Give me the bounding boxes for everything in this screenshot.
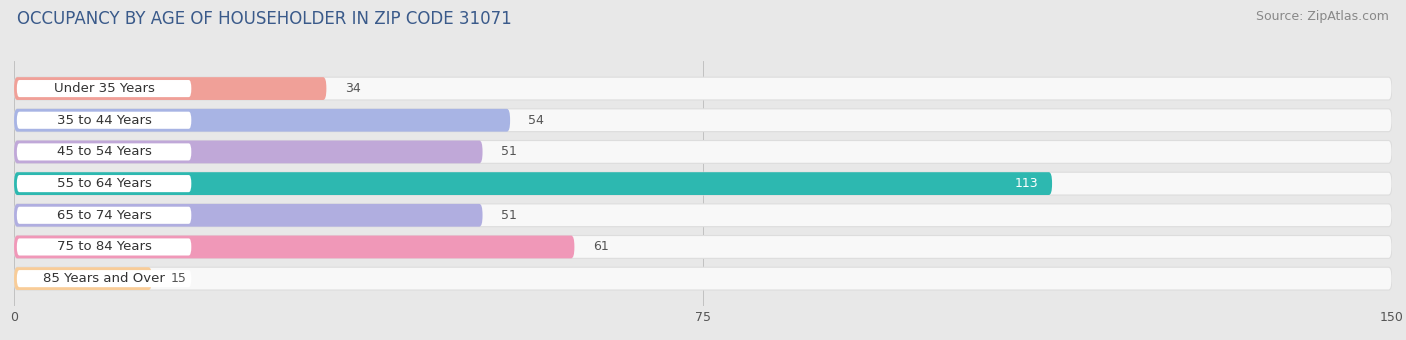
Text: 61: 61 bbox=[593, 240, 609, 253]
FancyBboxPatch shape bbox=[14, 77, 326, 100]
Text: OCCUPANCY BY AGE OF HOUSEHOLDER IN ZIP CODE 31071: OCCUPANCY BY AGE OF HOUSEHOLDER IN ZIP C… bbox=[17, 10, 512, 28]
FancyBboxPatch shape bbox=[14, 172, 1392, 195]
FancyBboxPatch shape bbox=[14, 109, 1392, 132]
FancyBboxPatch shape bbox=[14, 140, 482, 163]
FancyBboxPatch shape bbox=[14, 267, 152, 290]
Text: 54: 54 bbox=[529, 114, 544, 127]
FancyBboxPatch shape bbox=[14, 267, 1392, 290]
FancyBboxPatch shape bbox=[14, 109, 510, 132]
Text: 65 to 74 Years: 65 to 74 Years bbox=[56, 209, 152, 222]
Text: 51: 51 bbox=[501, 209, 517, 222]
Text: 85 Years and Over: 85 Years and Over bbox=[44, 272, 165, 285]
Text: 75 to 84 Years: 75 to 84 Years bbox=[56, 240, 152, 253]
FancyBboxPatch shape bbox=[14, 204, 482, 227]
FancyBboxPatch shape bbox=[14, 172, 1052, 195]
Text: 45 to 54 Years: 45 to 54 Years bbox=[56, 146, 152, 158]
FancyBboxPatch shape bbox=[14, 140, 1392, 163]
Text: 113: 113 bbox=[1015, 177, 1038, 190]
FancyBboxPatch shape bbox=[17, 175, 191, 192]
FancyBboxPatch shape bbox=[17, 112, 191, 129]
FancyBboxPatch shape bbox=[14, 77, 1392, 100]
FancyBboxPatch shape bbox=[17, 80, 191, 97]
Text: Under 35 Years: Under 35 Years bbox=[53, 82, 155, 95]
Text: Source: ZipAtlas.com: Source: ZipAtlas.com bbox=[1256, 10, 1389, 23]
Text: 51: 51 bbox=[501, 146, 517, 158]
FancyBboxPatch shape bbox=[17, 207, 191, 224]
Text: 35 to 44 Years: 35 to 44 Years bbox=[56, 114, 152, 127]
FancyBboxPatch shape bbox=[17, 238, 191, 255]
FancyBboxPatch shape bbox=[14, 204, 1392, 227]
Text: 34: 34 bbox=[344, 82, 360, 95]
Text: 55 to 64 Years: 55 to 64 Years bbox=[56, 177, 152, 190]
FancyBboxPatch shape bbox=[14, 236, 1392, 258]
FancyBboxPatch shape bbox=[17, 270, 191, 287]
Text: 15: 15 bbox=[170, 272, 186, 285]
FancyBboxPatch shape bbox=[14, 236, 575, 258]
FancyBboxPatch shape bbox=[17, 143, 191, 160]
